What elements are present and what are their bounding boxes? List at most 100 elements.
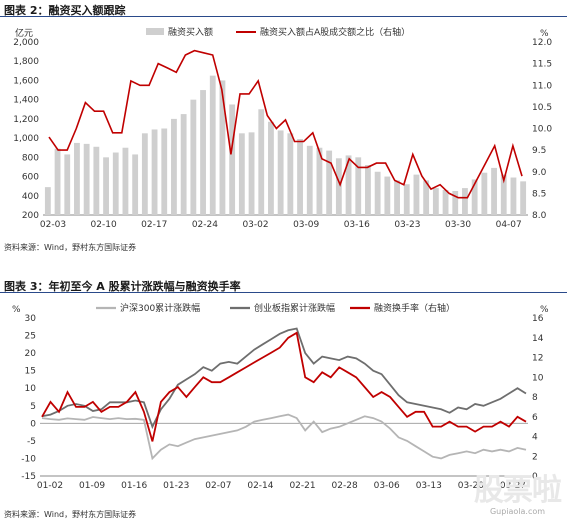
- x-tick-label: 03-30: [445, 220, 471, 230]
- buy-amount-bar: [306, 145, 313, 215]
- x-tick-label: 01-09: [79, 481, 105, 491]
- buy-amount-bar: [432, 188, 439, 215]
- left-tick-label: -10: [21, 454, 36, 464]
- buy-amount-bar: [442, 190, 449, 215]
- buy-amount-bar: [403, 184, 410, 215]
- figure3-title: 图表 3：年初至今 A 股累计涨跌幅与融资换手率: [4, 280, 241, 293]
- buy-amount-bar: [287, 133, 294, 215]
- legend-swatch-buy-amount: [146, 28, 164, 35]
- left-axis-unit: 亿元: [15, 27, 33, 39]
- left-tick-label: 0: [30, 419, 36, 429]
- buy-amount-bar: [520, 181, 527, 215]
- figure2-title-rule: [0, 16, 567, 17]
- x-tick-label: 03-27: [500, 481, 526, 491]
- right-tick-label: 8.0: [532, 211, 547, 221]
- buy-amount-bar: [151, 129, 158, 215]
- buy-ratio-line: [48, 49, 523, 199]
- hs300-line: [41, 413, 527, 461]
- buy-amount-bar: [500, 174, 507, 215]
- buy-amount-bar: [355, 157, 362, 215]
- watermark-url: Gupiaola.com: [489, 507, 546, 516]
- x-tick-label: 03-13: [416, 481, 442, 491]
- left-tick-label: 2,000: [13, 38, 39, 48]
- x-tick-label: 02-17: [141, 220, 167, 230]
- x-tick-label: 03-09: [293, 220, 319, 230]
- x-tick-label: 02-10: [91, 220, 117, 230]
- right-tick-label: 10: [532, 373, 544, 383]
- left-tick-label: 1,400: [13, 96, 39, 106]
- x-tick-label: 03-23: [394, 220, 420, 230]
- buy-amount-bar: [54, 148, 61, 215]
- left-tick-label: 20: [25, 349, 37, 359]
- legend-label-chinext: 创业板指累计涨跌幅: [254, 302, 335, 314]
- buy-amount-bar: [268, 121, 274, 215]
- right-tick-label: 11.0: [532, 81, 552, 91]
- buy-amount-bar: [345, 155, 352, 215]
- left-tick-label: 1,000: [13, 134, 39, 144]
- right-tick-label: 9.0: [532, 168, 547, 178]
- right-tick-label: 14: [532, 334, 544, 344]
- figure3-source: 资料来源：Wind，野村东方国际证券: [4, 510, 137, 519]
- buy-amount-bar: [219, 80, 226, 215]
- buy-amount-bar: [248, 132, 255, 215]
- buy-amount-bar: [132, 154, 139, 215]
- buy-amount-bar: [44, 187, 51, 215]
- buy-amount-bar: [161, 128, 168, 215]
- figure3-title-rule: [0, 292, 567, 293]
- x-tick-label: 01-02: [37, 481, 63, 491]
- buy-amount-bar: [326, 150, 333, 215]
- buy-amount-bar: [122, 147, 129, 215]
- buy-amount-bar: [180, 114, 187, 215]
- buy-amount-bar: [141, 133, 148, 215]
- x-tick-label: 03-16: [344, 220, 370, 230]
- chinext-line: [41, 327, 527, 430]
- right-tick-label: 12.0: [532, 38, 552, 48]
- figure3-chart: % % -15 -10 -5 0 5 10 15 20 25 30 0 2 4 6 8 10 12 14 16 01-02…: [12, 302, 549, 491]
- left-tick-label: 1,200: [13, 115, 39, 125]
- buy-amount-bar: [510, 177, 517, 215]
- x-tick-label: 02-24: [192, 220, 218, 230]
- legend-label-buy-ratio: 融资买入额占A股成交额之比（右轴）: [260, 26, 410, 38]
- buy-amount-bar: [365, 165, 371, 215]
- left-tick-label: 25: [25, 332, 36, 342]
- x-tick-label: 03-20: [458, 481, 484, 491]
- right-axis-unit: %: [540, 29, 549, 39]
- left-tick-label: 600: [22, 173, 39, 183]
- right-axis-unit: %: [540, 305, 549, 315]
- right-tick-label: 0: [532, 472, 538, 482]
- buy-amount-bar: [64, 154, 71, 215]
- right-tick-label: 2: [532, 452, 538, 462]
- buy-amount-bar: [452, 190, 459, 215]
- x-tick-label: 02-21: [289, 481, 315, 491]
- buy-amount-bar: [258, 109, 265, 215]
- x-tick-label: 02-03: [40, 220, 66, 230]
- buy-amount-bar: [481, 172, 488, 215]
- left-tick-label: 800: [22, 153, 39, 163]
- left-tick-label: 10: [25, 384, 37, 394]
- left-tick-label: -5: [27, 437, 36, 447]
- buy-amount-bar: [229, 104, 236, 215]
- right-tick-label: 6: [532, 413, 538, 423]
- buy-amount-bar: [384, 176, 391, 215]
- watermark-logo: 股票啦: [474, 473, 562, 508]
- x-tick-label: 01-23: [163, 481, 189, 491]
- x-tick-label: 02-07: [205, 481, 231, 491]
- margin-turnover-line: [41, 331, 527, 442]
- legend-label-margin-turnover: 融资换手率（右轴）: [374, 302, 455, 314]
- right-tick-label: 10.0: [532, 125, 552, 135]
- x-tick-label: 03-06: [374, 481, 400, 491]
- buy-amount-bar: [471, 179, 478, 215]
- figure2-source: 资料来源：Wind，野村东方国际证券: [4, 243, 137, 252]
- right-tick-label: 12: [532, 354, 543, 364]
- left-tick-label: 1,600: [13, 76, 39, 86]
- right-tick-label: 10.5: [532, 103, 552, 113]
- x-tick-label: 03-02: [242, 220, 268, 230]
- buy-amount-bar: [316, 147, 323, 215]
- legend-label-hs300: 沪深300累计涨跌幅: [120, 302, 200, 314]
- buy-amount-bar: [491, 167, 497, 215]
- legend-label-buy-amount: 融资买入额: [168, 26, 213, 38]
- buy-amount-bar: [297, 139, 303, 215]
- right-tick-label: 9.5: [532, 146, 546, 156]
- buy-amount-bar: [200, 90, 206, 215]
- buy-amount-bar: [74, 142, 80, 215]
